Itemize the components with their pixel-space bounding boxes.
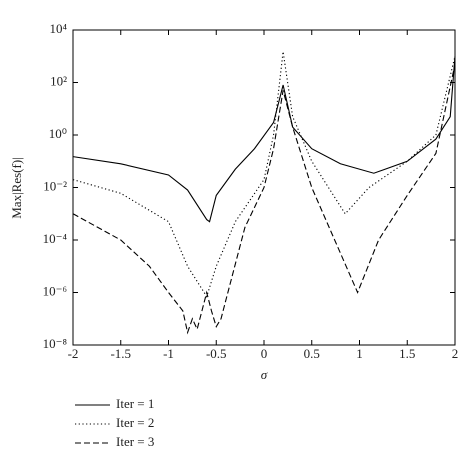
y-tick-label: 10⁴ (49, 21, 67, 36)
y-tick-label: 10⁻² (43, 178, 67, 193)
y-tick-label: 10⁻⁸ (43, 336, 68, 351)
x-tick-label: -0.5 (206, 346, 227, 361)
legend-label: Iter = 3 (116, 434, 154, 449)
series-line (72, 56, 456, 223)
x-tick-label: -1 (163, 346, 174, 361)
series-line (72, 64, 456, 335)
x-tick-label: -1.5 (110, 346, 131, 361)
series-line (72, 51, 456, 298)
legend-label: Iter = 1 (116, 396, 154, 411)
x-tick-label: 0 (261, 346, 268, 361)
x-axis-label: σ (261, 367, 268, 382)
y-tick-label: 10⁰ (49, 126, 67, 141)
legend-label: Iter = 2 (116, 415, 154, 430)
y-tick-label: 10² (50, 73, 67, 88)
y-tick-label: 10⁻⁴ (43, 231, 68, 246)
x-tick-label: 2 (452, 346, 459, 361)
x-tick-label: -2 (68, 346, 79, 361)
x-tick-label: 1.5 (399, 346, 415, 361)
x-tick-label: 1 (356, 346, 363, 361)
x-tick-label: 0.5 (304, 346, 320, 361)
y-tick-label: 10⁻⁶ (43, 283, 67, 298)
y-axis-label: Max|Res(f)| (9, 157, 24, 219)
